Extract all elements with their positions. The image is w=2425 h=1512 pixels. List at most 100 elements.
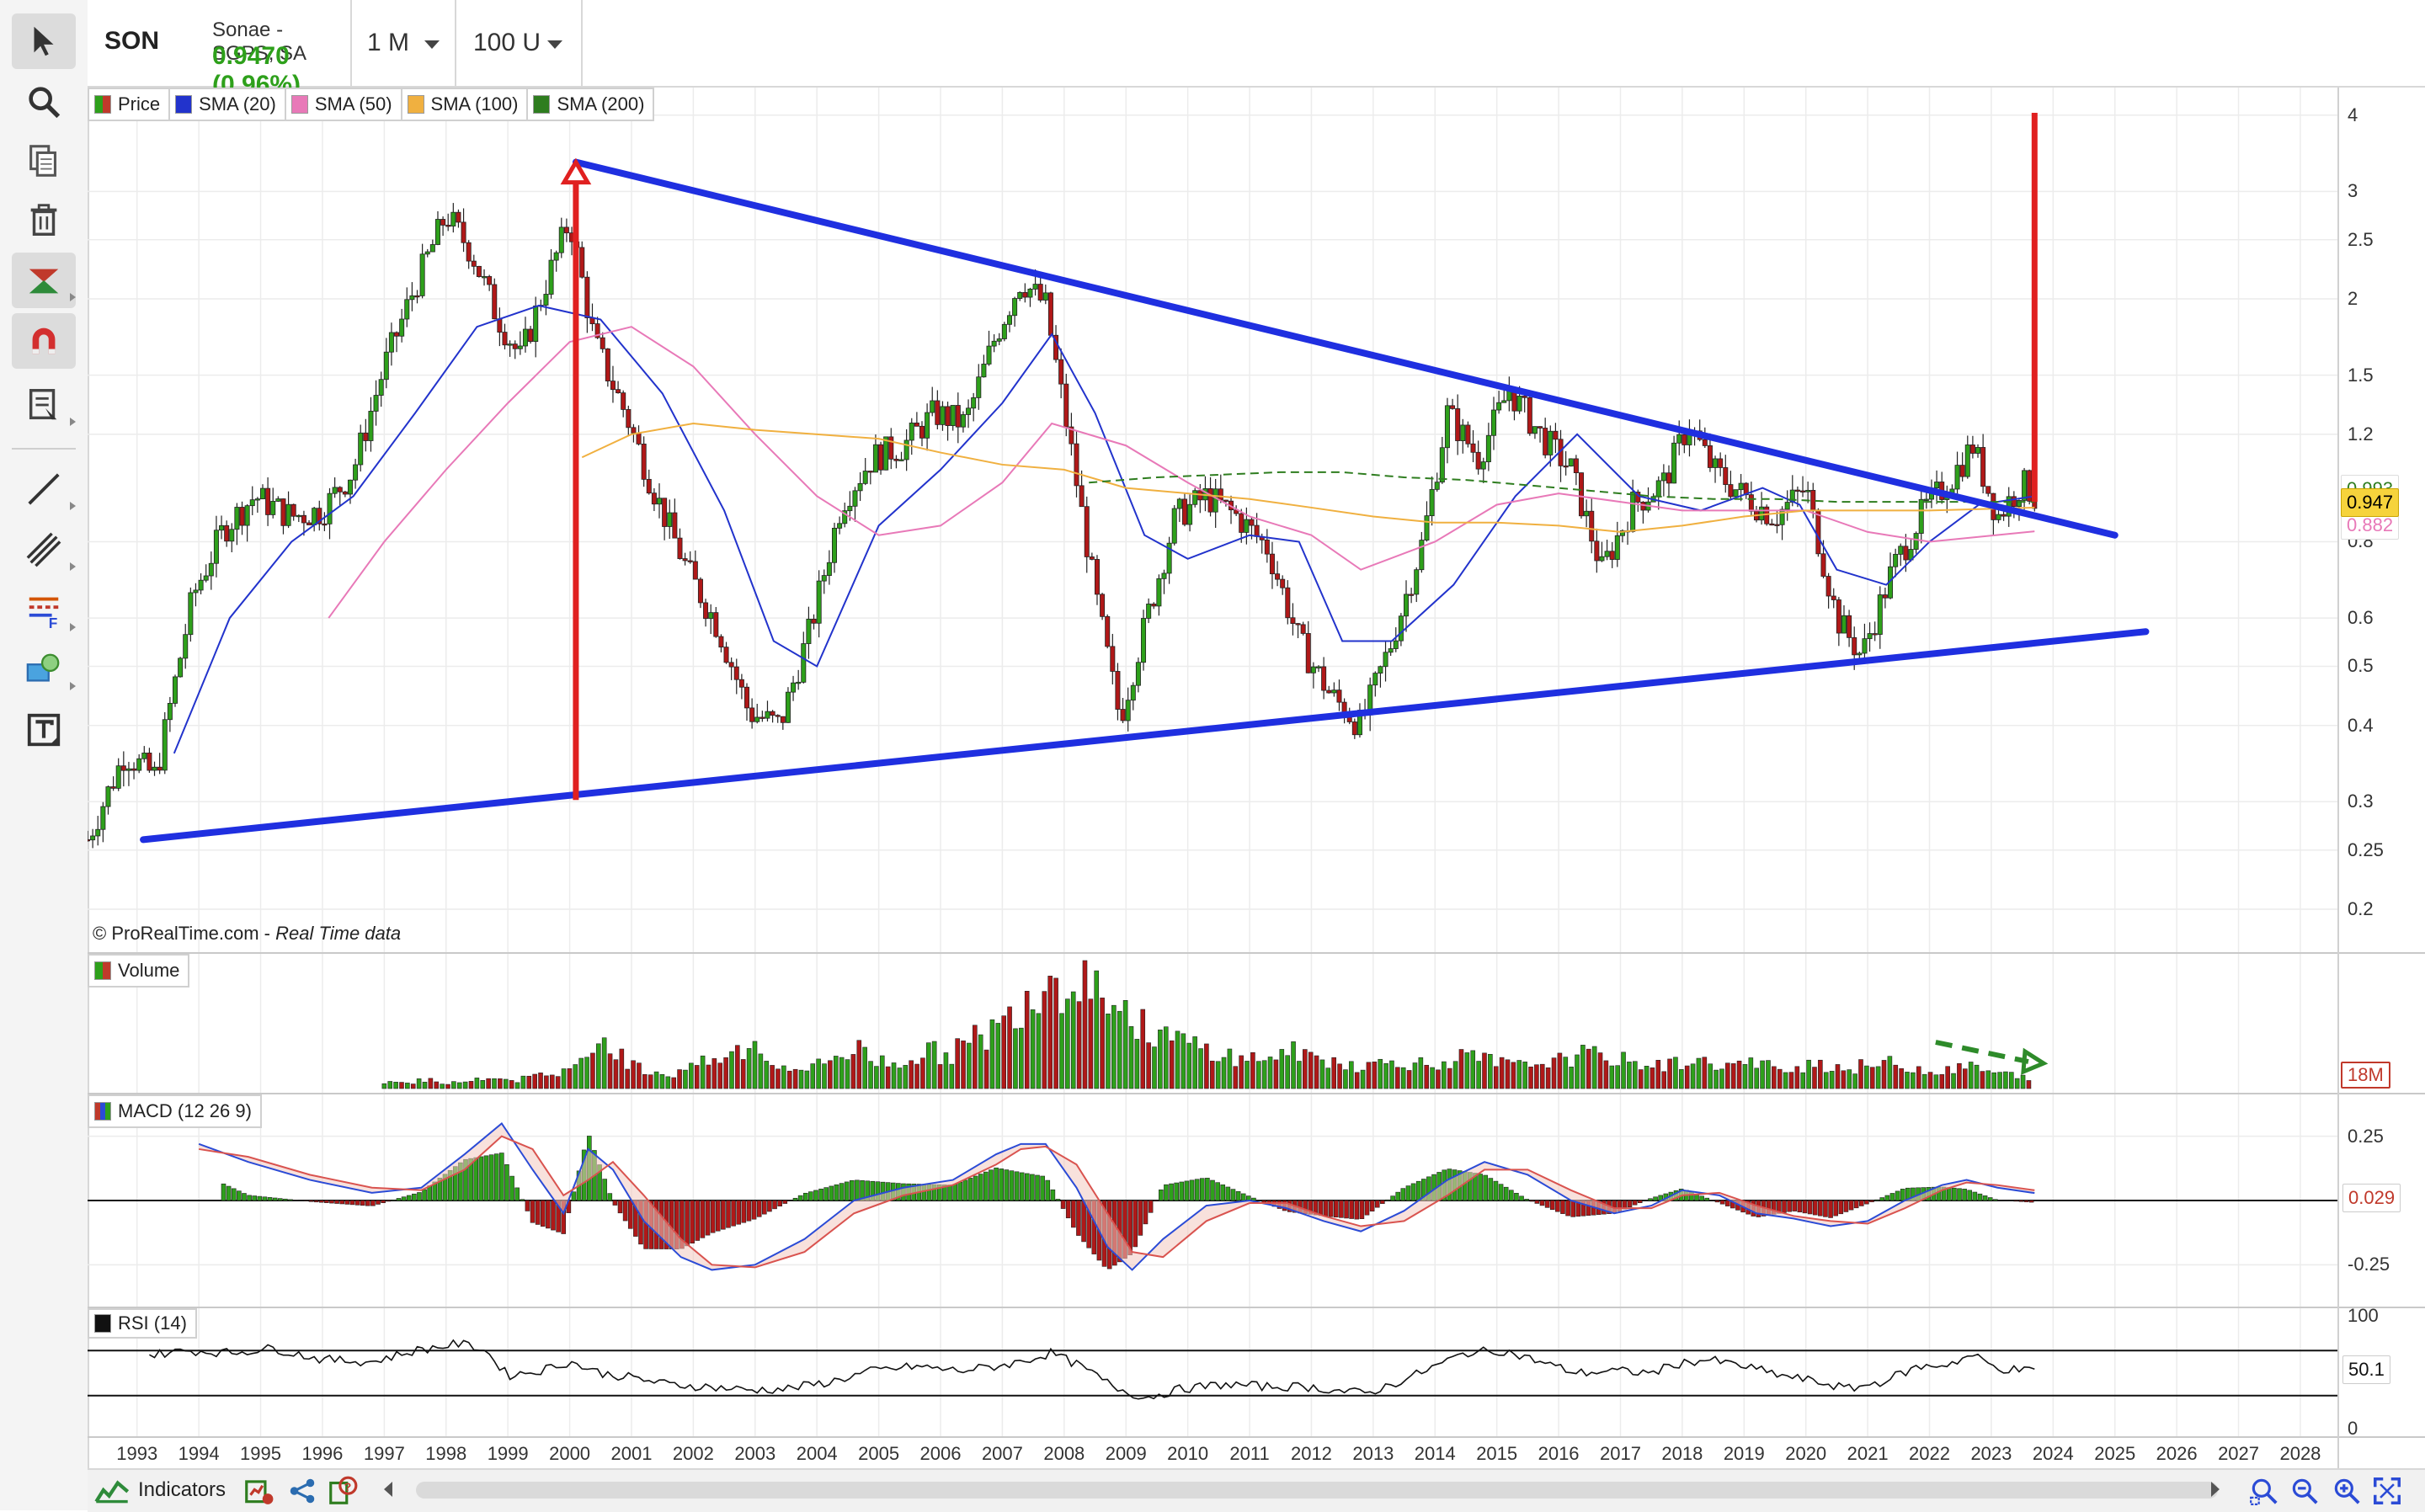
legend-sma50[interactable]: SMA (50) [285,88,402,121]
instrument-cell[interactable]: SON Sonae - SGPS, SA 0.9470 (0.96%) [88,0,352,86]
price-candle [946,407,950,426]
volume-chart[interactable] [88,954,2337,1094]
text-tool-icon[interactable] [12,702,76,758]
magnet-icon[interactable] [12,313,76,369]
properties-icon[interactable] [12,377,76,433]
volume-bar [1471,1051,1475,1089]
price-candle [1729,485,1733,497]
copy-icon[interactable] [12,133,76,189]
volume-bar [626,1069,630,1089]
fullscreen-icon[interactable] [2371,1475,2403,1507]
price-candle [1682,434,1687,445]
price-candle [1975,447,1980,453]
price-candle [374,396,378,412]
price-axis[interactable]: 0.20.250.30.40.50.60.81.21.522.5340.9930… [2339,88,2425,953]
macd-hist-bar [1885,1195,1889,1201]
volume-bar [1586,1049,1591,1089]
price-candle [1770,524,1774,525]
price-candle [451,212,456,226]
volume-panel[interactable]: Volume [88,954,2337,1094]
volume-bar [1453,1062,1458,1089]
units-dropdown[interactable]: 100 U [455,0,583,86]
rsi-panel[interactable]: RSI (14) [88,1308,2337,1436]
zoom-out-icon[interactable] [2289,1475,2321,1507]
macd-hist-bar [850,1180,854,1201]
shapes-icon[interactable] [12,642,76,697]
price-candle [719,636,723,647]
price-candle [1116,671,1120,709]
share-icon[interactable] [286,1475,318,1507]
volume-bar [382,1083,386,1089]
price-candle [1708,445,1712,467]
legend-sma20[interactable]: SMA (20) [168,88,286,121]
line-tool-icon[interactable] [12,461,76,517]
scroll-left-icon[interactable] [384,1482,392,1497]
volume-bar [1506,1060,1510,1089]
volume-axis[interactable]: 18M [2339,954,2425,1094]
price-candle [2012,497,2016,507]
macd-hist-bar [1834,1201,1838,1216]
rsi-chart[interactable] [88,1308,2337,1436]
price-chart[interactable] [88,88,2337,953]
scroll-right-icon[interactable] [2211,1482,2220,1497]
macd-hist-bar [1159,1190,1163,1201]
legend-volume[interactable]: Volume [88,954,189,988]
rsi-swatch [94,1314,111,1333]
price-candle [1595,541,1599,561]
macd-hist-bar [1880,1198,1884,1201]
macd-chart[interactable] [88,1094,2337,1307]
macd-hist-bar [1170,1184,1174,1201]
legend-price[interactable]: Price [88,88,170,121]
volume-bar [741,1059,745,1089]
macd-panel[interactable]: MACD (12 26 9) [88,1094,2337,1307]
trash-icon[interactable] [12,192,76,248]
sma100-swatch [408,95,424,114]
fibonacci-icon[interactable]: F [12,583,76,638]
macd-hist-bar [839,1184,844,1201]
volume-bar [695,1065,699,1089]
price-candle [1631,492,1635,532]
legend-macd[interactable]: MACD (12 26 9) [88,1094,262,1128]
horizontal-scrollbar[interactable] [416,1482,2218,1499]
legend-sma100[interactable]: SMA (100) [401,88,529,121]
x-tick-label: 2013 [1352,1443,1394,1464]
price-panel[interactable]: Price SMA (20) SMA (50) SMA (100) SMA (2… [88,88,2337,953]
price-candle [1522,396,1527,397]
zoom-icon[interactable] [12,74,76,130]
price-candle [168,703,172,719]
indicators-button[interactable]: Indicators [94,1473,226,1507]
price-candle [884,437,888,470]
timeframe-dropdown[interactable]: 1 M [350,0,456,86]
price-candle [488,276,492,285]
price-candle [456,212,461,222]
cursor-icon[interactable] [12,13,76,69]
price-candle [1079,486,1084,507]
zoom-in-icon[interactable] [2331,1475,2363,1507]
price-candle [812,619,816,623]
legend-sma200[interactable]: SMA (200) [526,88,654,121]
price-candle [1090,556,1094,559]
zoom-area-icon[interactable] [2248,1475,2280,1507]
macd-hist-bar [1056,1199,1060,1201]
macd-hist-bar [479,1157,483,1201]
price-candle [1579,473,1583,516]
macd-hist-bar [484,1156,488,1201]
price-candle [1960,466,1964,477]
legend-rsi[interactable]: RSI (14) [88,1308,197,1339]
candle-style-icon[interactable] [12,253,76,308]
price-candle [1012,299,1016,316]
volume-bar [678,1070,682,1089]
help-icon[interactable]: ? [327,1475,359,1507]
price-candle [1275,574,1279,579]
parallel-lines-icon[interactable] [12,522,76,578]
price-candle [1780,509,1784,524]
toolbar-separator [12,448,76,450]
price-candle [668,513,672,526]
add-indicator-icon[interactable] [242,1475,274,1507]
volume-bar [915,1064,919,1089]
price-candle [838,524,842,529]
macd-hist-bar [520,1200,525,1201]
